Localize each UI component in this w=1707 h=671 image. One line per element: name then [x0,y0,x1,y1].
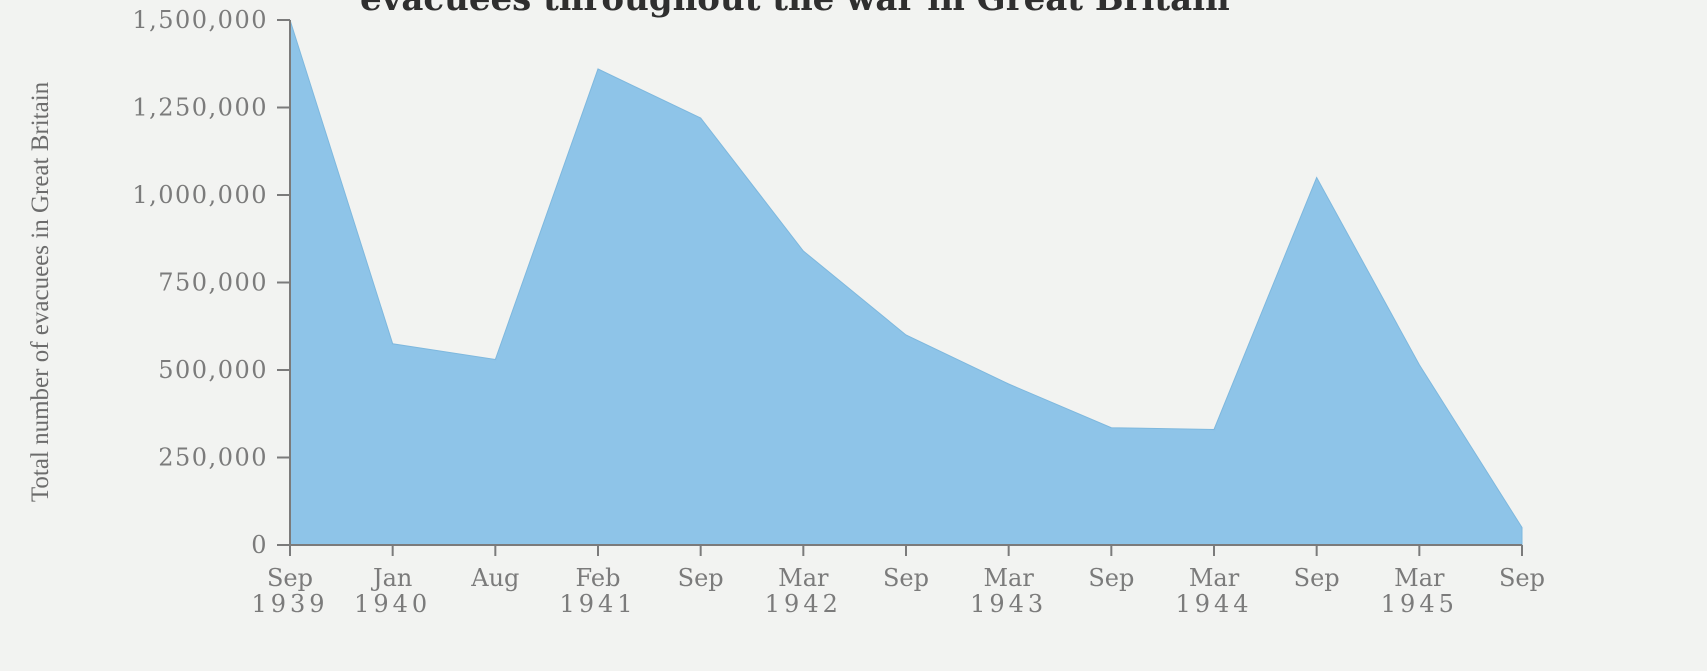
y-tick-label: 500,000 [158,356,268,384]
x-tick-year-label: 1940 [354,590,431,618]
x-tick-month-label: Mar [1394,564,1445,592]
x-tick-year-label: 1941 [559,590,636,618]
x-tick-month-label: Sep [678,564,724,592]
data-point [1007,382,1011,386]
x-tick-year-label: 1944 [1175,590,1252,618]
data-point [596,67,600,71]
y-tick-label: 1,500,000 [132,6,268,34]
y-tick-label: 250,000 [158,444,268,472]
x-tick-year-label: 1942 [765,590,842,618]
x-tick-year-label: 1943 [970,590,1047,618]
y-axis-label: Total number of evacuees in Great Britai… [27,81,54,502]
data-point [1212,428,1216,432]
x-tick-month-label: Sep [1088,564,1134,592]
data-point [1520,526,1524,530]
data-point [801,249,805,253]
x-tick-month-label: Aug [470,564,519,592]
data-point [1315,176,1319,180]
x-tick-month-label: Mar [983,564,1034,592]
data-point [699,116,703,120]
y-tick-label: 1,250,000 [132,94,268,122]
y-tick-label: 750,000 [158,269,268,297]
x-tick-month-label: Mar [1189,564,1240,592]
x-tick-month-label: Feb [576,564,621,592]
x-tick-month-label: Sep [267,564,313,592]
x-tick-month-label: Mar [778,564,829,592]
x-tick-year-label: 1939 [251,590,328,618]
y-tick-label: 1,000,000 [132,181,268,209]
x-tick-month-label: Sep [1499,564,1545,592]
x-tick-year-label: 1945 [1381,590,1458,618]
data-point [1417,363,1421,367]
data-point [493,358,497,362]
chart-axes: 0 250,000 500,000 750,000 1,000,000 1,250,000… [132,6,1545,618]
x-tick-month-label: Jan [370,564,412,592]
x-tick-month-label: Sep [883,564,929,592]
data-point [904,333,908,337]
y-tick-label: 0 [251,531,268,559]
chart-marks [289,19,1524,546]
area-series [289,19,1523,546]
data-point [1109,426,1113,430]
data-point [391,342,395,346]
x-tick-month-label: Sep [1294,564,1340,592]
chart-title-fragment: evacuees throughout the war in Great Bri… [360,0,1230,19]
